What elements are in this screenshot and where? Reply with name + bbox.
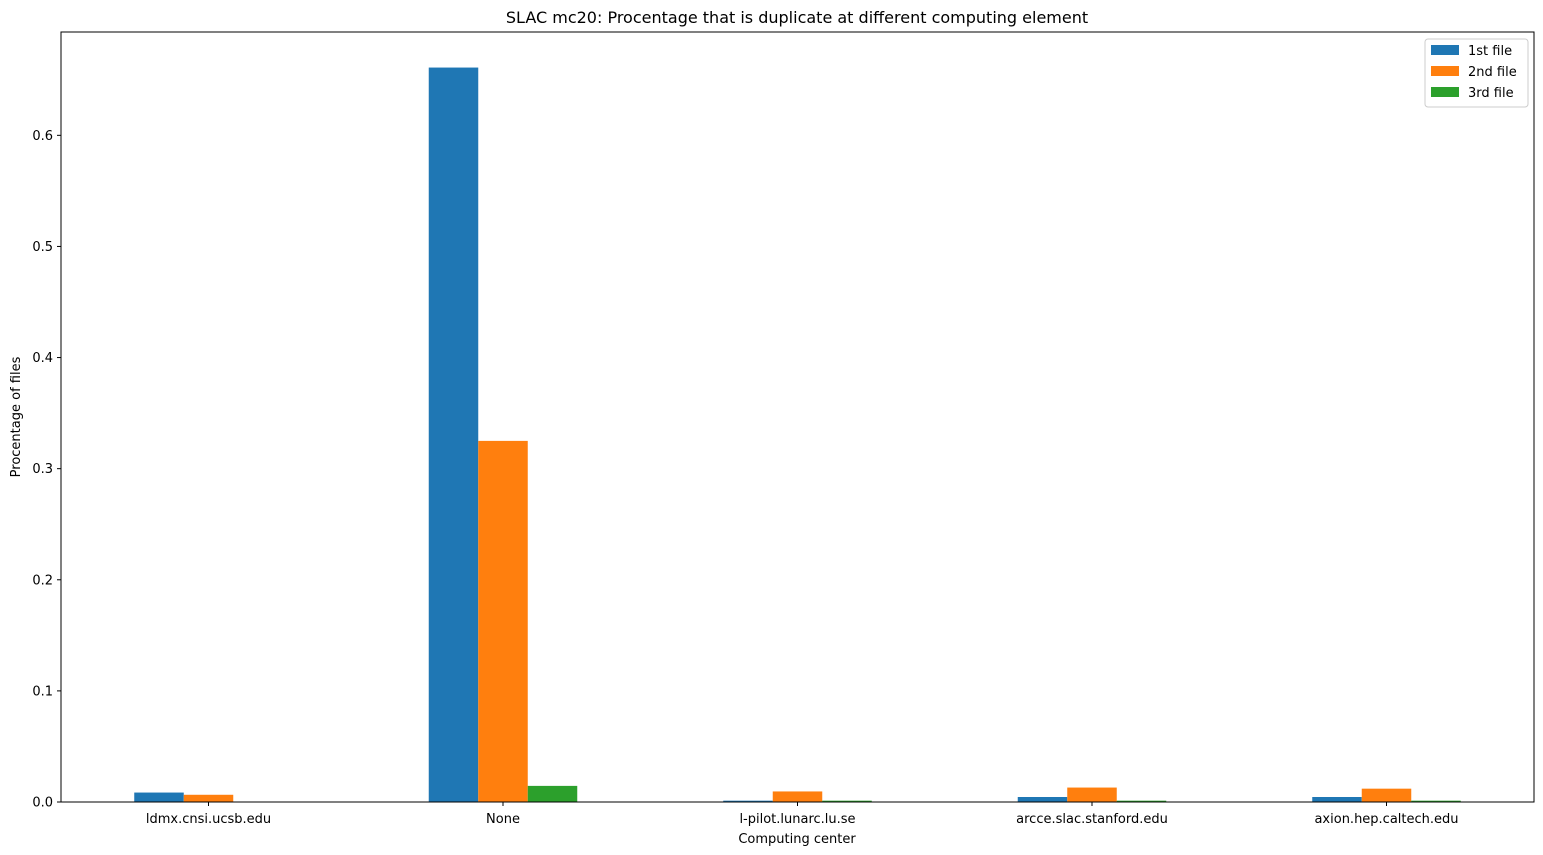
x-tick-label: l-pilot.lunarc.lu.se [739,812,855,827]
bar-3-2 [527,785,578,802]
chart-title: SLAC mc20: Procentage that is duplicate … [506,8,1088,27]
bar-2-1 [183,794,234,802]
y-tick-label: 0.3 [32,462,53,477]
y-tick-label: 0.1 [32,684,53,699]
x-tick-label: axion.hep.caltech.edu [1314,812,1458,827]
bar-2-5 [1361,788,1412,802]
bar-1-1 [134,792,184,802]
x-axis-label: Computing center [738,832,856,847]
bar-1-4 [1017,797,1068,802]
y-tick-label: 0.5 [32,240,53,255]
bar-3-3 [822,800,872,802]
plot-area-frame [60,31,1535,803]
x-tick-label: ldmx.cnsi.ucsb.edu [146,812,271,827]
y-tick-label: 0.0 [32,796,53,811]
y-tick-label: 0.6 [32,129,53,144]
bar-3-5 [1411,800,1461,802]
legend-swatch-1 [1431,45,1459,55]
bars-group [134,67,1461,803]
bar-1-3 [723,800,773,802]
y-axis-label: Procentage of files [9,356,24,477]
bar-2-2 [478,440,528,802]
legend-label-1: 1st file [1468,44,1512,59]
y-tick-label: 0.2 [32,573,53,588]
x-tick-label: None [486,812,520,827]
legend-swatch-3 [1431,87,1459,97]
bar-2-4 [1067,787,1117,802]
bar-1-5 [1312,797,1362,802]
y-axis-ticks: 0.0 0.1 0.2 0.3 0.4 0.5 0.6 [32,129,61,811]
legend: 1st file 2nd file 3rd file [1424,38,1529,108]
legend-swatch-2 [1431,66,1459,76]
legend-label-3: 3rd file [1468,86,1514,101]
bar-1-2 [428,67,479,803]
y-tick-label: 0.4 [32,351,53,366]
x-tick-label: arcce.slac.stanford.edu [1016,812,1168,827]
bar-2-3 [772,791,823,802]
bar-3-4 [1116,800,1167,802]
x-axis-ticks: ldmx.cnsi.ucsb.edu None l-pilot.lunarc.lu.… [146,802,1459,827]
legend-label-2: 2nd file [1468,65,1517,80]
